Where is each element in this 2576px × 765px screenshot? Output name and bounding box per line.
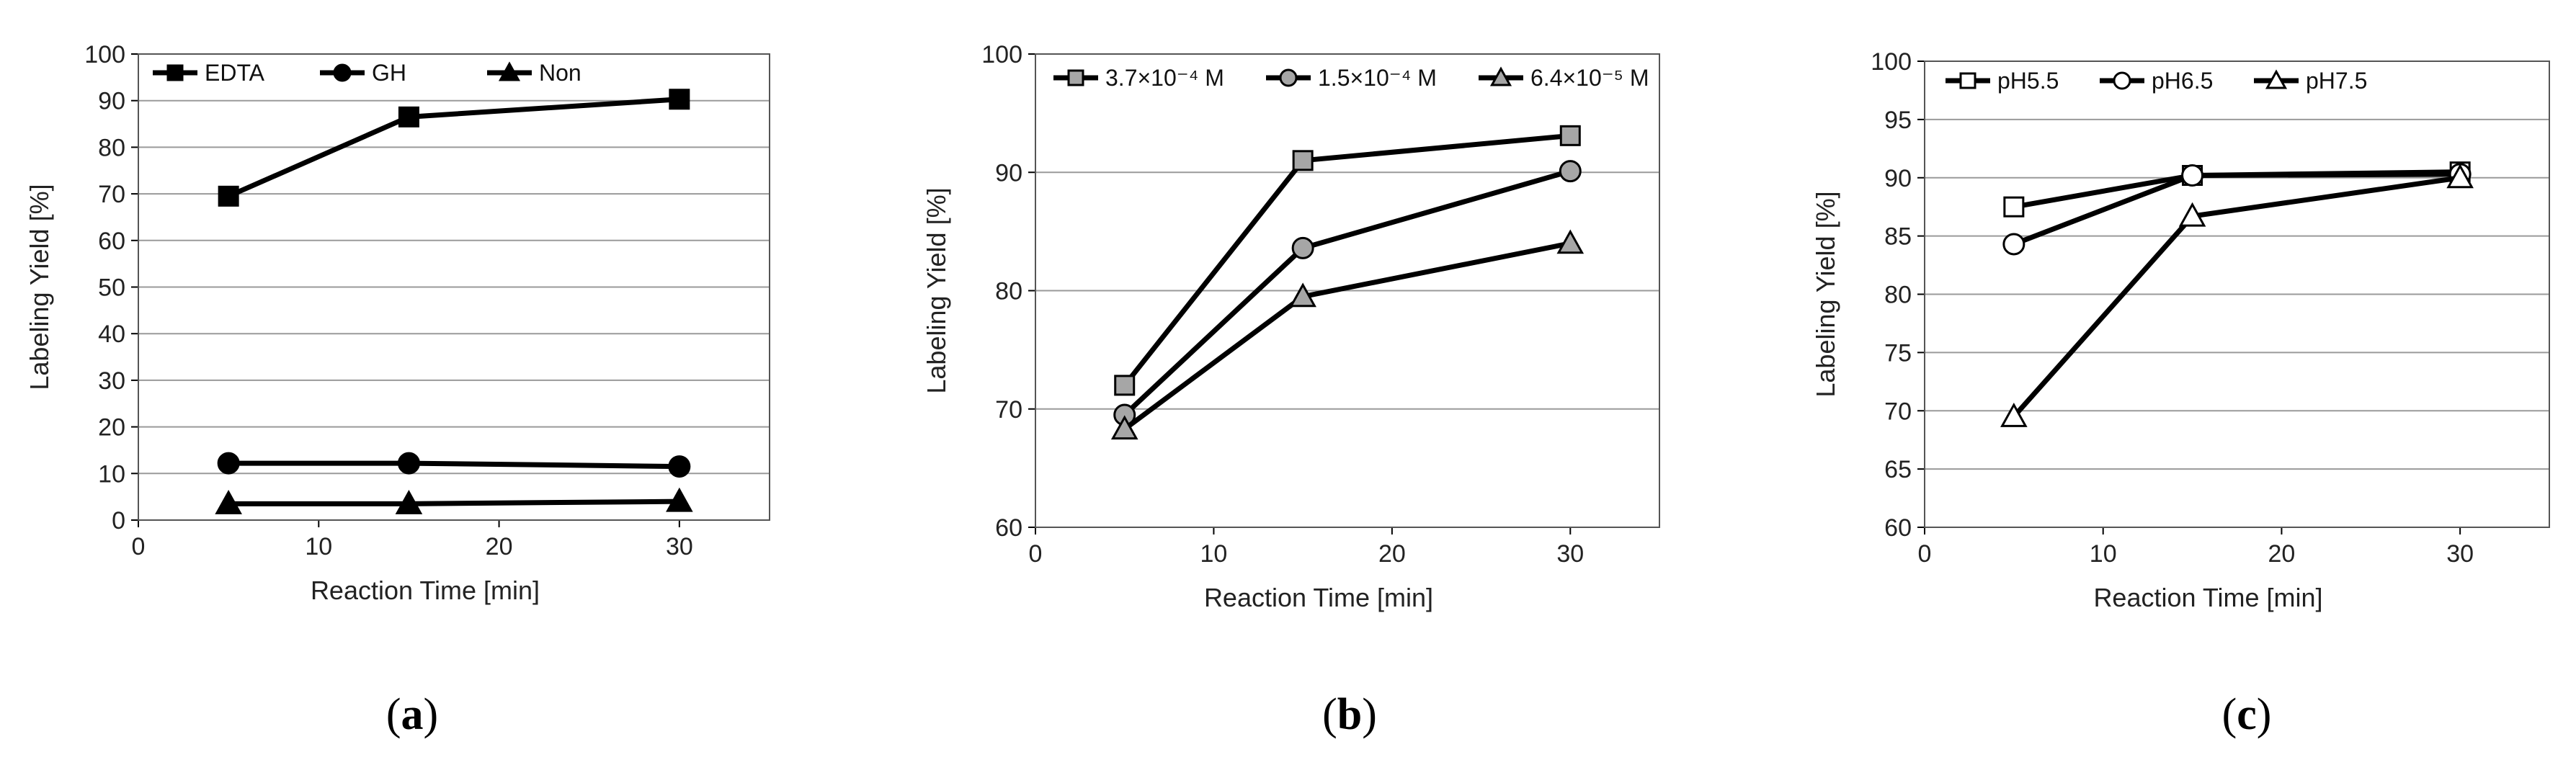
data-point-s1-1: [397, 452, 420, 475]
y-axis-label: Labeling Yield [%]: [922, 187, 951, 393]
legend-label-1: pH6.5: [2152, 68, 2213, 94]
x-tick-label: 20: [1378, 540, 1406, 568]
y-axis-label: Labeling Yield [%]: [1811, 191, 1840, 397]
y-tick-label: 100: [84, 41, 125, 68]
legend-label-1: GH: [372, 60, 406, 86]
x-axis-label: Reaction Time [min]: [311, 576, 540, 605]
data-point-s0-0: [2003, 196, 2025, 218]
data-point-s1-2: [1559, 160, 1582, 183]
data-point-s0-0: [218, 185, 239, 207]
legend-label-0: EDTA: [205, 60, 265, 86]
x-tick-label: 10: [305, 533, 332, 560]
plot-frame: [138, 53, 770, 521]
data-point-s2-1: [395, 490, 423, 514]
series-line-2: [228, 498, 679, 506]
chart-c: 60 65 70 75 80 85 90 95 100 0 10 20 30 Reaction Time …: [1811, 48, 2550, 612]
y-tick-label: 80: [1884, 282, 1912, 309]
series-line-2: [1123, 241, 1571, 431]
x-axis-label: Reaction Time [min]: [2093, 583, 2322, 612]
x-tick-label: 30: [666, 533, 693, 560]
y-tick-label: 70: [1884, 398, 1912, 425]
legend-marker-1: [2113, 71, 2131, 90]
x-axis-label: Reaction Time [min]: [1204, 583, 1433, 612]
x-tick-label: 20: [486, 533, 513, 560]
y-tick-label: 90: [98, 88, 125, 115]
legend-marker-1: [1279, 68, 1298, 87]
legend-marker-2: [1489, 66, 1512, 86]
data-point-s2-2: [2446, 164, 2474, 189]
legend-label-0: pH5.5: [1997, 68, 2059, 94]
panel-label-a: (a): [386, 690, 438, 739]
legend-marker-0: [1067, 69, 1084, 86]
y-tick-label: 10: [98, 460, 125, 488]
x-tick-label: 10: [2090, 540, 2117, 568]
y-tick-label: 90: [1884, 165, 1912, 192]
panel-label-b: (b): [1322, 690, 1377, 739]
data-point-s2-0: [1110, 415, 1138, 440]
y-tick-label: 60: [98, 228, 125, 255]
y-tick-label: 20: [98, 414, 125, 442]
y-tick-label: 60: [995, 514, 1022, 542]
series-line-2: [2012, 175, 2461, 419]
x-tick-label: 0: [1029, 540, 1043, 568]
data-point-s2-2: [1556, 229, 1585, 254]
legend-marker-0: [1959, 72, 1976, 89]
x-tick-label: 0: [1918, 540, 1932, 568]
legend-label-1: 1.5×10⁻⁴ M: [1318, 65, 1437, 91]
y-tick-label: 100: [1871, 48, 1912, 76]
x-tick-label: 0: [132, 533, 146, 560]
data-point-s2-0: [2000, 402, 2028, 427]
y-tick-label: 65: [1884, 456, 1912, 483]
data-point-s0-1: [1292, 150, 1314, 171]
legend-label-2: Non: [539, 60, 581, 86]
data-point-s1-1: [2181, 164, 2204, 187]
plot-frame: [1924, 61, 2550, 528]
data-point-s0-1: [398, 106, 419, 128]
y-tick-label: 30: [98, 367, 125, 395]
y-tick-label: 85: [1884, 223, 1912, 251]
y-tick-label: 70: [98, 181, 125, 208]
y-tick-label: 60: [1884, 514, 1912, 542]
legend-marker-0: [166, 64, 184, 81]
legend-label-2: 6.4×10⁻⁵ M: [1530, 65, 1649, 91]
data-point-s2-2: [666, 487, 693, 512]
y-tick-label: 75: [1884, 339, 1912, 367]
y-tick-label: 0: [112, 507, 125, 534]
data-point-s1-0: [2002, 233, 2025, 256]
chart-a: 0 10 20 30 40 50 60 70 80 90 100 0 10 20 30 Reaction Ti…: [24, 41, 770, 605]
legend-label-2: pH7.5: [2306, 68, 2367, 94]
x-tick-label: 30: [2446, 540, 2474, 568]
panel-label-c: (c): [2222, 690, 2272, 739]
data-point-s0-0: [1114, 375, 1136, 396]
series-line-1: [228, 460, 679, 470]
data-point-s1-0: [217, 452, 240, 475]
y-tick-label: 80: [995, 278, 1022, 305]
data-point-s2-1: [2178, 202, 2206, 227]
data-point-s2-1: [1289, 282, 1316, 308]
legend-marker-2: [498, 61, 521, 81]
plot-frame: [1035, 53, 1660, 528]
data-point-s0-2: [1559, 125, 1581, 146]
x-tick-label: 30: [1556, 540, 1584, 568]
y-tick-label: 80: [98, 134, 125, 161]
data-point-s0-2: [669, 89, 690, 110]
x-tick-label: 20: [2268, 540, 2296, 568]
data-point-s1-2: [668, 455, 691, 478]
y-tick-label: 40: [98, 321, 125, 348]
y-tick-label: 70: [995, 396, 1022, 424]
y-tick-label: 50: [98, 274, 125, 302]
series-line-0: [1122, 133, 1571, 388]
data-point-s1-1: [1291, 236, 1314, 259]
y-tick-label: 90: [995, 159, 1022, 187]
legend-marker-1: [333, 63, 352, 82]
legend-marker-2: [2265, 69, 2288, 89]
y-axis-label: Labeling Yield [%]: [24, 184, 54, 390]
legend-label-0: 3.7×10⁻⁴ M: [1105, 65, 1224, 91]
y-tick-label: 95: [1884, 107, 1912, 134]
chart-b: 60 70 80 90 100 0 10 20 30 Reaction Time [min] Lab…: [922, 41, 1660, 612]
x-tick-label: 10: [1200, 540, 1228, 568]
y-tick-label: 100: [981, 41, 1022, 68]
data-point-s2-0: [215, 490, 242, 514]
